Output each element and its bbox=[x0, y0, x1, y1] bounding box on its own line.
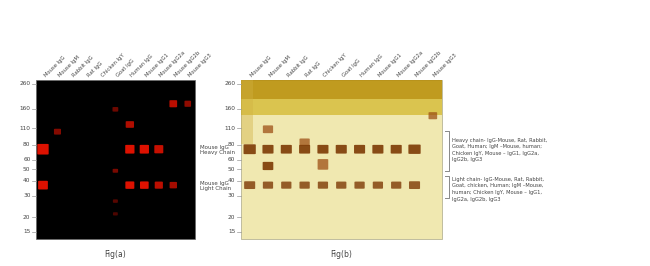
Text: Chicken IgY: Chicken IgY bbox=[101, 52, 126, 78]
Text: Mouse IgG2a: Mouse IgG2a bbox=[396, 50, 424, 78]
Text: Rabbit IgG: Rabbit IgG bbox=[72, 55, 95, 78]
Text: Human IgG: Human IgG bbox=[130, 53, 154, 78]
Text: Mouse IgM: Mouse IgM bbox=[57, 54, 81, 78]
FancyBboxPatch shape bbox=[112, 107, 118, 112]
FancyBboxPatch shape bbox=[391, 145, 402, 153]
Text: Mouse IgG1: Mouse IgG1 bbox=[144, 52, 170, 78]
FancyBboxPatch shape bbox=[372, 182, 383, 189]
Text: Rabbit IgG: Rabbit IgG bbox=[286, 55, 309, 78]
Text: 40: 40 bbox=[227, 178, 235, 184]
FancyBboxPatch shape bbox=[317, 145, 328, 153]
FancyBboxPatch shape bbox=[54, 129, 61, 135]
Bar bbox=[240, 80, 442, 115]
Text: 110: 110 bbox=[224, 126, 235, 131]
Text: Heavy chain- IgG-Mouse, Rat, Rabbit,
Goat, Human; IgM –Mouse, human;
Chicken IgY: Heavy chain- IgG-Mouse, Rat, Rabbit, Goa… bbox=[452, 138, 547, 163]
FancyBboxPatch shape bbox=[281, 145, 292, 153]
Text: 260: 260 bbox=[20, 81, 31, 86]
FancyBboxPatch shape bbox=[428, 112, 437, 119]
Text: 15: 15 bbox=[228, 230, 235, 234]
Text: Mouse IgG3: Mouse IgG3 bbox=[433, 52, 458, 78]
Text: Chicken IgY: Chicken IgY bbox=[323, 52, 348, 78]
Text: 60: 60 bbox=[23, 157, 31, 162]
FancyBboxPatch shape bbox=[113, 212, 118, 215]
FancyBboxPatch shape bbox=[113, 200, 118, 203]
Text: Mouse IgG2b: Mouse IgG2b bbox=[174, 50, 201, 78]
FancyBboxPatch shape bbox=[354, 145, 365, 153]
Text: 40: 40 bbox=[23, 178, 31, 184]
FancyBboxPatch shape bbox=[318, 159, 328, 170]
FancyBboxPatch shape bbox=[354, 182, 365, 189]
Text: Human IgG: Human IgG bbox=[359, 53, 384, 78]
FancyBboxPatch shape bbox=[300, 139, 310, 146]
Text: 20: 20 bbox=[23, 214, 31, 219]
Bar bbox=[240, 80, 442, 99]
FancyBboxPatch shape bbox=[263, 182, 273, 189]
Text: Mouse IgG: Mouse IgG bbox=[250, 55, 272, 78]
FancyBboxPatch shape bbox=[244, 144, 256, 154]
FancyBboxPatch shape bbox=[408, 144, 421, 154]
FancyBboxPatch shape bbox=[335, 145, 347, 153]
Text: 30: 30 bbox=[227, 193, 235, 198]
FancyBboxPatch shape bbox=[140, 145, 149, 153]
FancyBboxPatch shape bbox=[263, 162, 273, 170]
FancyBboxPatch shape bbox=[391, 182, 401, 189]
Text: 20: 20 bbox=[227, 214, 235, 219]
Text: 30: 30 bbox=[23, 193, 31, 198]
Text: 50: 50 bbox=[227, 167, 235, 172]
FancyBboxPatch shape bbox=[170, 182, 177, 188]
Text: 60: 60 bbox=[228, 157, 235, 162]
Text: Mouse IgG
Light Chain: Mouse IgG Light Chain bbox=[200, 181, 231, 191]
FancyBboxPatch shape bbox=[38, 181, 48, 189]
FancyBboxPatch shape bbox=[318, 182, 328, 189]
Text: Light chain- IgG-Mouse, Rat, Rabbit,
Goat, chicken, Human; IgM –Mouse,
human; Ch: Light chain- IgG-Mouse, Rat, Rabbit, Goa… bbox=[452, 177, 544, 202]
Text: Goat IgG: Goat IgG bbox=[341, 58, 361, 78]
FancyBboxPatch shape bbox=[336, 182, 346, 189]
FancyBboxPatch shape bbox=[263, 125, 273, 133]
Text: Rat IgG: Rat IgG bbox=[86, 60, 103, 78]
Text: Mouse IgG2a: Mouse IgG2a bbox=[159, 50, 187, 78]
FancyBboxPatch shape bbox=[154, 145, 163, 153]
FancyBboxPatch shape bbox=[372, 145, 384, 153]
FancyBboxPatch shape bbox=[185, 101, 191, 107]
FancyBboxPatch shape bbox=[409, 181, 420, 189]
Text: 80: 80 bbox=[23, 142, 31, 147]
FancyBboxPatch shape bbox=[125, 145, 135, 153]
Text: Mouse IgG: Mouse IgG bbox=[43, 55, 66, 78]
Text: 50: 50 bbox=[23, 167, 31, 172]
FancyBboxPatch shape bbox=[300, 182, 310, 189]
Text: 80: 80 bbox=[227, 142, 235, 147]
Bar bbox=[240, 80, 442, 239]
Text: Fig(b): Fig(b) bbox=[330, 250, 352, 259]
Text: Mouse IgG2b: Mouse IgG2b bbox=[415, 50, 442, 78]
FancyBboxPatch shape bbox=[244, 181, 255, 189]
Text: 160: 160 bbox=[20, 106, 31, 111]
FancyBboxPatch shape bbox=[299, 145, 310, 153]
Text: Goat IgG: Goat IgG bbox=[116, 58, 135, 78]
FancyBboxPatch shape bbox=[125, 181, 135, 189]
Text: 110: 110 bbox=[20, 126, 31, 131]
Bar bbox=[240, 80, 253, 144]
Text: Mouse IgM: Mouse IgM bbox=[268, 54, 291, 78]
FancyBboxPatch shape bbox=[112, 169, 118, 173]
Bar bbox=[36, 80, 195, 239]
Text: Mouse IgG1: Mouse IgG1 bbox=[378, 52, 403, 78]
Text: Mouse IgG3: Mouse IgG3 bbox=[188, 52, 213, 78]
FancyBboxPatch shape bbox=[125, 121, 134, 128]
FancyBboxPatch shape bbox=[170, 100, 177, 107]
FancyBboxPatch shape bbox=[140, 181, 149, 189]
Text: Mouse IgG
Heavy Chain: Mouse IgG Heavy Chain bbox=[200, 145, 235, 155]
Text: 160: 160 bbox=[224, 106, 235, 111]
Text: Rat IgG: Rat IgG bbox=[305, 60, 322, 78]
Text: Fig(a): Fig(a) bbox=[105, 250, 126, 259]
FancyBboxPatch shape bbox=[37, 144, 49, 155]
FancyBboxPatch shape bbox=[155, 182, 163, 189]
FancyBboxPatch shape bbox=[281, 182, 291, 189]
FancyBboxPatch shape bbox=[263, 145, 274, 153]
Text: 15: 15 bbox=[23, 230, 31, 234]
Text: 260: 260 bbox=[224, 81, 235, 86]
